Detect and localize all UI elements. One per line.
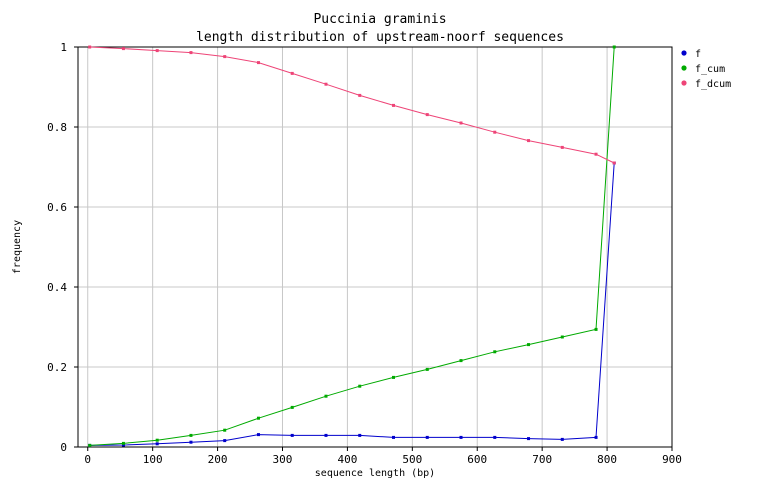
data-point: [527, 437, 531, 441]
data-point: [290, 433, 294, 437]
data-point: [358, 433, 362, 437]
data-point: [493, 350, 497, 354]
data-point: [459, 359, 463, 363]
chart-subtitle: length distribution of upstream-noorf se…: [196, 30, 564, 45]
data-point: [392, 435, 396, 439]
data-point: [425, 367, 429, 371]
data-point: [560, 335, 564, 339]
data-point: [121, 441, 125, 445]
legend-item: f_dcum: [681, 79, 731, 90]
data-point: [223, 439, 227, 443]
series-f-cum: [88, 45, 616, 447]
x-tick-label: 600: [467, 453, 487, 466]
x-tick-label: 900: [662, 453, 682, 466]
x-tick-label: 700: [532, 453, 552, 466]
data-point: [612, 45, 616, 49]
data-point: [392, 103, 396, 107]
data-point: [459, 121, 463, 125]
legend-item: f_cum: [681, 64, 725, 75]
data-point: [527, 343, 531, 347]
legend-marker: [681, 65, 687, 71]
x-tick-label: 800: [597, 453, 617, 466]
data-point: [425, 113, 429, 117]
x-tick-label: 0: [84, 453, 91, 466]
data-point: [223, 428, 227, 432]
series-f-dcum: [88, 45, 616, 165]
data-point: [155, 438, 159, 442]
series-layer: [88, 45, 616, 447]
data-point: [527, 139, 531, 143]
legend-item: f: [681, 49, 701, 60]
data-point: [358, 93, 362, 97]
legend: f f_cum f_dcum: [681, 49, 731, 90]
data-point: [560, 437, 564, 441]
legend-marker: [681, 50, 687, 56]
legend-label: f_cum: [695, 64, 725, 75]
legend-marker: [681, 80, 687, 86]
y-tick-label: 0: [60, 441, 67, 454]
data-point: [493, 435, 497, 439]
legend-label: f_dcum: [695, 79, 731, 90]
data-point: [612, 161, 616, 165]
data-point: [324, 394, 328, 398]
data-point: [189, 440, 193, 444]
x-tick-label: 100: [143, 453, 163, 466]
data-point: [256, 61, 260, 65]
data-point: [290, 405, 294, 409]
y-axis-label: frequency: [12, 220, 23, 274]
x-tick-label: 200: [208, 453, 228, 466]
data-point: [358, 384, 362, 388]
legend-label: f: [695, 49, 701, 60]
data-point: [493, 130, 497, 134]
chart-title: Puccinia graminis: [313, 12, 446, 27]
plot-area-frame: [77, 46, 673, 448]
data-point: [594, 435, 598, 439]
y-tick-label: 0.8: [47, 121, 67, 134]
data-point: [189, 433, 193, 437]
x-tick-label: 300: [273, 453, 293, 466]
data-point: [155, 442, 159, 446]
data-point: [121, 47, 125, 51]
data-point: [121, 443, 125, 447]
data-point: [223, 55, 227, 59]
y-tick-label: 0.4: [47, 281, 67, 294]
data-point: [324, 433, 328, 437]
x-tick-label: 400: [337, 453, 357, 466]
data-point: [324, 82, 328, 86]
data-point: [189, 51, 193, 55]
data-point: [256, 433, 260, 437]
data-point: [88, 443, 92, 447]
data-point: [155, 49, 159, 53]
y-axis: 0 0.2 0.4 0.6 0.8 1: [47, 41, 78, 454]
data-point: [560, 145, 564, 149]
y-tick-label: 1: [60, 41, 67, 54]
series-f: [88, 161, 616, 447]
data-point: [594, 152, 598, 156]
data-point: [392, 375, 396, 379]
data-point: [256, 416, 260, 420]
y-tick-label: 0.6: [47, 201, 67, 214]
data-point: [459, 435, 463, 439]
data-point: [88, 45, 92, 49]
x-tick-label: 500: [402, 453, 422, 466]
y-tick-label: 0.2: [47, 361, 67, 374]
data-point: [425, 435, 429, 439]
x-axis-label: sequence length (bp): [315, 468, 435, 479]
data-point: [290, 71, 294, 75]
x-axis: 0 100 200 300 400 500 600 700 800 900: [84, 447, 682, 466]
data-point: [594, 327, 598, 331]
